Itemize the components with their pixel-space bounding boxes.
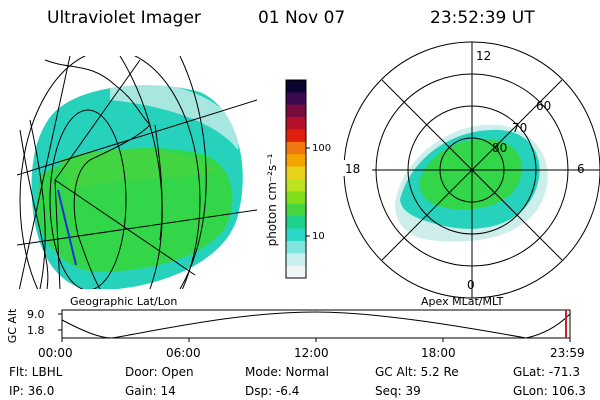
gain-value: Gain: 14 [125,384,176,398]
timeline-ytick-9: 9.0 [27,308,45,321]
ip-value: IP: 36.0 [9,384,55,398]
altitude-curve [61,311,571,339]
colorbar-segment [286,253,306,267]
timeline-xtick-1200: 12:00 [294,346,329,360]
filter-value: Flt: LBHL [9,365,63,379]
aurora-green-band-2 [60,149,220,190]
timeline-xtick-0000: 00:00 [38,346,73,360]
colorbar-segment [286,117,306,130]
colorbar-frame [285,79,307,279]
timeline-xtick-0600: 06:00 [166,346,201,360]
colorbar-segment [286,228,306,242]
mode-value: Mode: Normal [245,365,329,379]
colorbar-tick-10: 10 [312,231,325,242]
timeline-strip: GC Alt 9.0 1.8 00:00 06:00 12:00 18:00 2… [6,308,585,360]
mlt-label-6: 6 [577,162,585,176]
color-bar [285,79,310,279]
colorbar-segment [286,265,306,279]
seq-value: Seq: 39 [375,384,421,398]
glon-value: GLon: 106.3 [513,384,586,398]
observation-date: 01 Nov 07 [258,8,346,28]
colorbar-segment [286,104,306,118]
map-blue-coast [57,189,77,266]
door-value: Door: Open [125,365,194,379]
observation-time: 23:52:39 UT [430,8,535,28]
colorbar-segment [286,179,306,192]
colorbar-segment [286,80,306,93]
geographic-label: Geographic Lat/Lon [70,295,178,308]
timeline-ytick-1.8: 1.8 [27,324,45,337]
gc-alt-value: GC Alt: 5.2 Re [375,365,459,379]
colorbar-segment [286,92,306,106]
colorbar-segment [286,129,306,143]
timeline-axis-label: GC Alt [6,308,19,343]
dsp-value: Dsp: -6.4 [245,384,300,398]
timeline-xtick-1800: 18:00 [421,346,456,360]
lat-label-60: 60 [536,99,551,113]
mlt-label-18: 18 [345,162,360,176]
colorbar-segment [286,141,306,155]
glat-value: GLat: -71.3 [513,365,580,379]
timeline-xtick-2359: 23:59 [550,346,585,360]
colorbar-segment [286,191,306,205]
colorbar-segment [286,166,306,180]
aurora-pale-speckle [110,85,240,150]
mlt-label-0: 0 [467,278,475,292]
polar-label: Apex MLat/MLT [421,295,504,308]
polar-aurora-green [419,139,522,210]
polar-panel: 12 18 6 0 60 70 80 [340,41,600,299]
lat-label-80: 80 [492,141,507,155]
colorbar-segment [286,216,306,229]
colorbar-segment [286,154,306,168]
lat-label-70: 70 [512,121,527,135]
colorbar-segment [286,240,306,254]
instrument-title: Ultraviolet Imager [47,8,201,28]
colorbar-tick-100: 100 [312,143,331,154]
colorbar-segment [286,203,306,217]
mlt-label-12: 12 [476,49,491,63]
colorbar-unit: photon cm⁻²s⁻¹ [265,153,279,246]
geographic-panel [17,56,257,289]
